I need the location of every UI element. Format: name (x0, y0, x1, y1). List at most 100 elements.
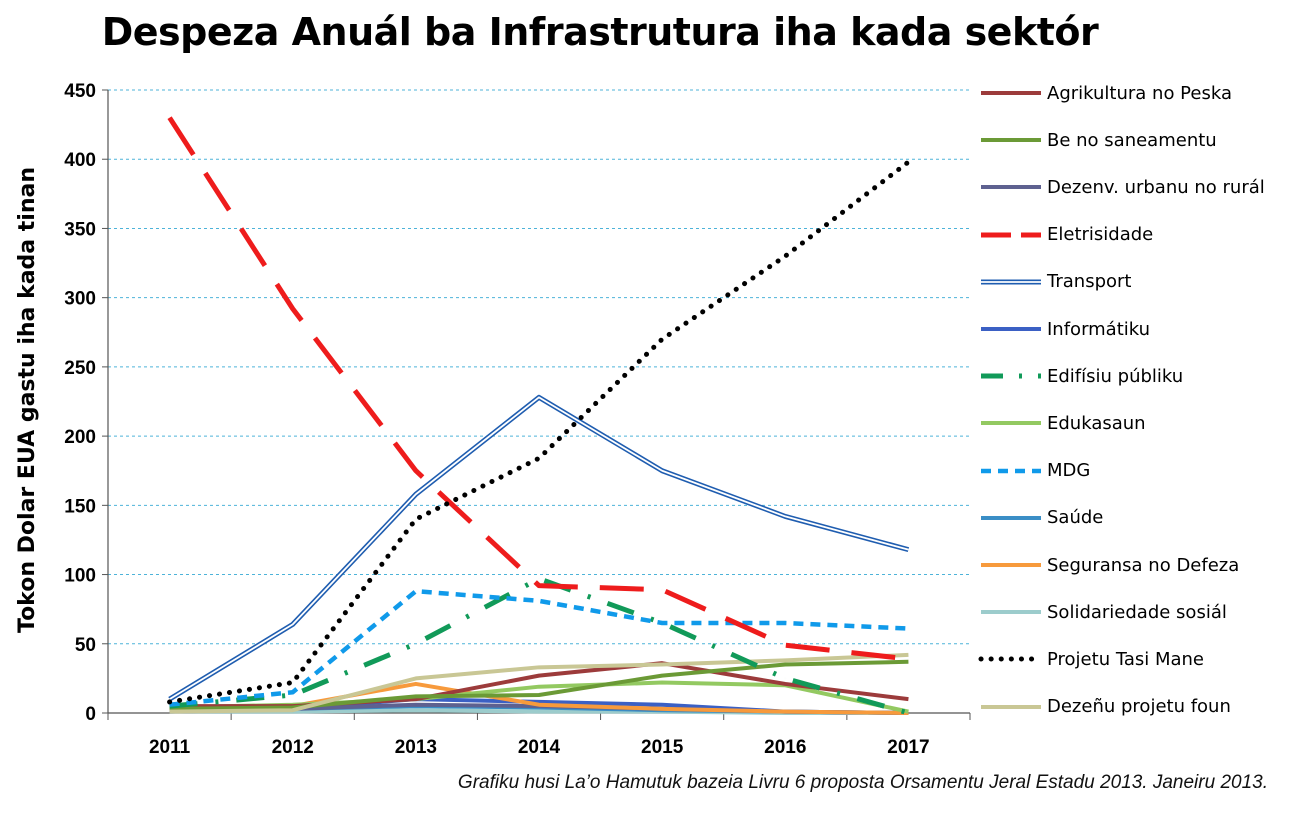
legend-swatch (981, 138, 1041, 143)
data-point (784, 622, 786, 624)
data-point (168, 710, 170, 712)
data-point (538, 685, 540, 687)
data-point (907, 627, 909, 629)
legend-label: Be no saneamentu (1047, 129, 1217, 151)
series-line-transport (168, 394, 910, 702)
data-point (661, 589, 663, 591)
data-point (538, 584, 540, 586)
data-point (292, 308, 294, 310)
data-point (538, 703, 540, 705)
y-tick-label: 150 (64, 496, 96, 517)
data-point (292, 681, 294, 683)
x-tick-label: 2013 (395, 737, 437, 758)
data-point (168, 701, 170, 703)
data-point (168, 116, 170, 118)
legend-label: Transport (1047, 271, 1132, 293)
data-point (415, 703, 417, 705)
legend-item-edifisiu-publiku: Edifísiu públiku (975, 361, 1183, 391)
y-axis-label: Tokon Dolar EUA gastu iha kada tinan (15, 167, 40, 633)
legend-swatch (981, 279, 1041, 285)
series-line-dezenu-projetu-foun (169, 652, 909, 714)
data-point (661, 663, 663, 665)
series-line-mdg (169, 588, 909, 707)
data-point (907, 658, 909, 660)
data-point (415, 709, 417, 711)
legend-label: Edukasaun (1047, 412, 1146, 434)
data-point (415, 470, 417, 472)
legend-label: Solidariedade sosiál (1047, 601, 1227, 623)
x-tick-label: 2016 (764, 737, 806, 758)
data-point (661, 681, 663, 683)
data-point (784, 677, 786, 679)
data-point (661, 622, 663, 624)
data-point (784, 710, 786, 712)
legend-item-be-no-saneamentu: Be no saneamentu (975, 125, 1217, 155)
series-line-be-no-saneamentu (169, 659, 909, 711)
x-tick-label: 2017 (887, 737, 929, 758)
legend-item-informatiku: Informátiku (975, 314, 1150, 344)
chart-title: Despeza Anuál ba Infrastrutura iha kada … (101, 10, 1099, 54)
y-tick-label: 0 (85, 704, 96, 725)
data-point (415, 677, 417, 679)
legend-swatch (981, 704, 1041, 709)
legend-item-solidariedade-sosial: Solidariedade sosiál (975, 597, 1227, 627)
data-point (784, 255, 786, 257)
legend-label: Dezeñu projetu foun (1047, 696, 1231, 718)
legend-item-agrikultura-no-peska: Agrikultura no Peska (975, 78, 1232, 108)
source-note: Grafiku husi La’o Hamutuk bazeia Livru 6… (457, 772, 1268, 793)
data-point (292, 709, 294, 711)
data-point (538, 666, 540, 668)
y-tick-label: 450 (64, 81, 96, 102)
legend-swatch (981, 563, 1041, 567)
data-point (784, 663, 786, 665)
data-point (661, 703, 663, 705)
legend-label: MDG (1047, 460, 1091, 482)
legend-item-saude: Saúde (975, 503, 1103, 533)
legend-item-dezenv-urbanu-no-rural: Dezenv. urbanu no rurál (975, 172, 1265, 202)
legend-swatch (981, 373, 1041, 379)
series-line-projetu-tasi-mane (167, 159, 911, 705)
legend-item-edukasaun: Edukasaun (975, 408, 1146, 438)
x-tick-label: 2015 (641, 737, 684, 758)
legend-swatch (981, 185, 1041, 190)
x-tick-label: 2011 (149, 737, 191, 758)
legend-swatch (981, 610, 1041, 615)
legend-item-seguransa-no-defeza: Seguransa no Defeza (975, 550, 1239, 580)
data-point (661, 470, 663, 472)
y-tick-label: 250 (64, 358, 96, 379)
data-point (415, 683, 417, 685)
data-point (784, 683, 786, 685)
legend-swatch (981, 468, 1041, 473)
data-point (661, 674, 663, 676)
legend-label: Agrikultura no Peska (1047, 82, 1232, 104)
legend-label: Edifísiu públiku (1047, 365, 1184, 387)
legend-item-dezenu-projetu-foun: Dezeñu projetu foun (975, 692, 1231, 722)
data-point (415, 643, 417, 645)
legend-label: Seguransa no Defeza (1047, 554, 1240, 576)
data-point (907, 712, 909, 714)
data-point (538, 674, 540, 676)
legend-item-projetu-tasi-mane: Projetu Tasi Mane (975, 644, 1204, 674)
legend-item-transport: Transport (975, 267, 1131, 297)
legend-swatch (981, 232, 1041, 238)
data-point (907, 654, 909, 656)
y-tick-label: 100 (64, 566, 96, 587)
legend-swatch (981, 327, 1041, 331)
data-point (907, 661, 909, 663)
x-tick-label: 2014 (518, 737, 561, 758)
data-point (538, 694, 540, 696)
data-point (538, 457, 540, 459)
data-point (907, 548, 909, 550)
data-point (784, 515, 786, 517)
legend-swatch (978, 656, 1041, 662)
legend-item-eletrisidade: Eletrisidade (975, 220, 1153, 250)
legend-swatch (981, 515, 1041, 520)
data-point (784, 659, 786, 661)
series-lines (167, 116, 911, 716)
data-point (292, 623, 294, 625)
data-point (661, 338, 663, 340)
data-point (415, 518, 417, 520)
series-line-eletrisidade (167, 116, 909, 662)
data-point (415, 695, 417, 697)
